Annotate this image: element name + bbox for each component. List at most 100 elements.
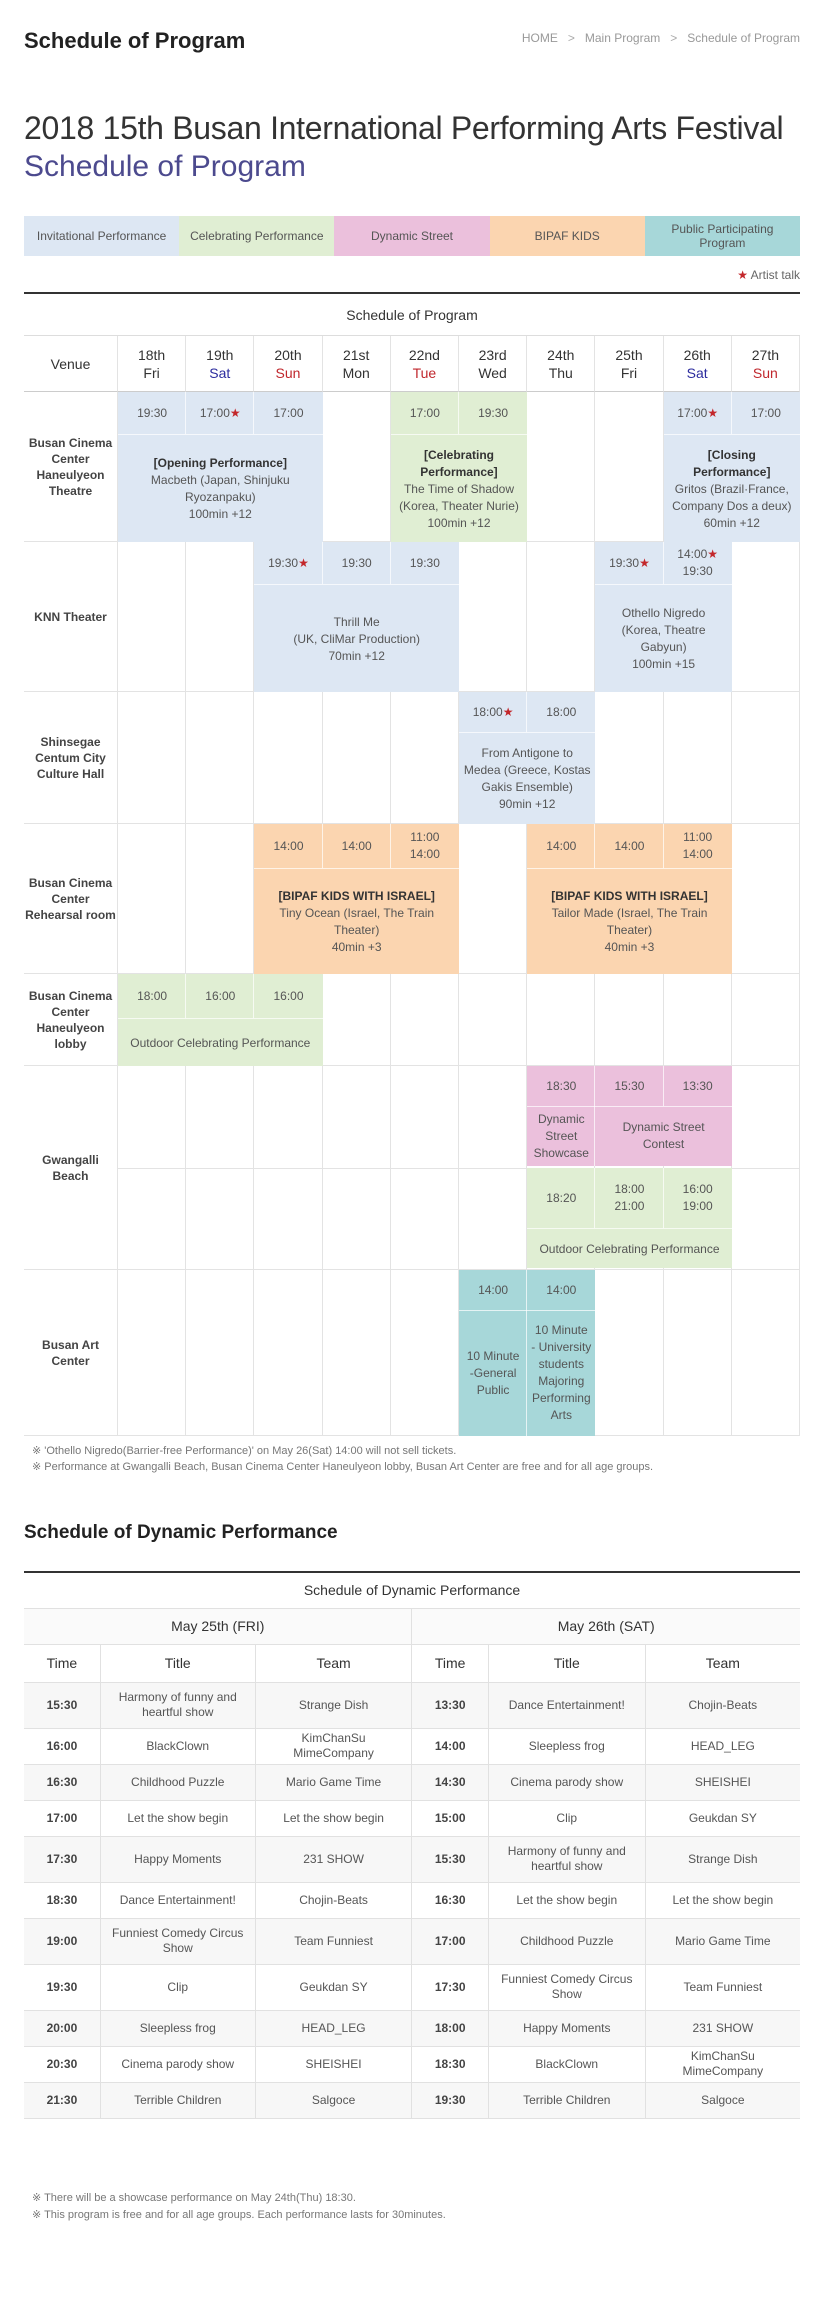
time-slot: 17:00	[254, 392, 322, 434]
legend-bipaf-kids: BIPAF KIDS	[489, 216, 645, 256]
time-cell: 19:30	[411, 2081, 489, 2119]
breadcrumb-home[interactable]: HOME	[521, 31, 558, 45]
day-date: 18th	[137, 346, 166, 363]
breadcrumb-main-program[interactable]: Main Program	[584, 31, 661, 45]
title-cell: Let the show begin	[487, 1881, 646, 1919]
legend-invitational: Invitational Performance	[24, 216, 180, 256]
time-slot: 14:00	[323, 824, 391, 868]
time-slot: 14:00★ 19:30	[664, 542, 732, 584]
time-cell: 18:00	[411, 2009, 489, 2047]
table-row: 16:30 Childhood Puzzle Mario Game Time 14:3…	[24, 1763, 800, 1801]
performance-detail: From Antigone to	[481, 746, 573, 760]
cell-divider	[594, 1066, 596, 1106]
dynamic-caption: Schedule of Dynamic Performance	[24, 1571, 800, 1609]
performance-detail: 100min +12	[427, 515, 491, 530]
cell-divider	[662, 1066, 664, 1106]
grid-cell	[186, 692, 255, 824]
legend-dynamic-street: Dynamic Street	[334, 216, 490, 256]
cell-divider	[253, 974, 255, 1018]
time-divider	[254, 868, 459, 869]
performance-detail: Tailor Made (Israel, The Train	[551, 906, 708, 920]
tiny-ocean-block: 14:00 14:00 11:00 14:00 [BIPAF KIDS WITH ISR…	[254, 824, 459, 974]
festival-title: 2018 15th Busan International Performing…	[24, 110, 784, 146]
time-text: 14:00★	[677, 546, 718, 563]
time-slot: 14:00	[254, 824, 322, 868]
note-line: ※ Performance at Gwangalli Beach, Busan …	[32, 1461, 654, 1473]
star-icon: ★	[502, 704, 514, 719]
performance-info: [BIPAF KIDS WITH ISRAEL] Tailor Made (Isr…	[531, 870, 728, 974]
team-cell: Strange Dish	[644, 1835, 800, 1883]
team-cell: Team Funniest	[254, 1917, 413, 1965]
grid-cell	[322, 392, 391, 542]
table-row: 21:30 Terrible Children Salgoce 19:30 Terrib…	[24, 2081, 800, 2119]
cell-divider	[457, 392, 459, 434]
dynamic-notes: ※ There will be a showcase performance o…	[32, 2190, 446, 2224]
venue-label: Busan Cinema Center Haneulyeon lobby	[24, 974, 118, 1066]
performance-detail: Outdoor Celebrating Performance	[130, 1035, 311, 1050]
cell-divider	[662, 542, 664, 584]
day-weekday: Thu	[548, 364, 573, 381]
legend-celebrating: Celebrating Performance	[179, 216, 335, 256]
schedule-caption: Schedule of Program	[24, 294, 800, 336]
table-row: 15:30 Harmony of funny and heartful show S…	[24, 1681, 800, 1729]
performance-heading: Performance]	[420, 464, 498, 479]
performance-detail: 10 Minute	[534, 1323, 588, 1337]
time-slot: 17:00★	[186, 392, 254, 434]
cell-divider	[662, 824, 664, 868]
breadcrumb-current[interactable]: Schedule of Program	[687, 31, 800, 45]
star-icon: ★	[298, 555, 309, 570]
title-cell: Sleepless frog	[99, 2009, 256, 2047]
time-text: 21:00	[614, 1199, 645, 1213]
day-header: 26th Sat	[663, 336, 732, 392]
time-cell: 15:00	[411, 1799, 489, 1837]
day-weekday: Sun	[752, 364, 778, 381]
team-cell: Strange Dish	[254, 1681, 413, 1729]
time-cell: 20:00	[24, 2009, 101, 2047]
performance-detail: Performing	[531, 1391, 591, 1405]
performance-detail: (Korea, Theater Nurie)	[399, 498, 519, 513]
time-text: 14:00	[341, 838, 372, 853]
title-cell: Cinema parody show	[487, 1763, 646, 1801]
time-text: 16:00	[273, 988, 304, 1003]
time-divider	[459, 732, 596, 733]
time-divider	[527, 868, 732, 869]
time-text: 19:30	[341, 555, 372, 570]
grid-cell	[663, 692, 732, 824]
time-text: 18:20	[546, 1190, 577, 1205]
time-divider	[527, 1228, 732, 1229]
artist-talk-label: Artist talk	[750, 268, 800, 282]
opening-performance-block: 19:30 17:00★ 17:00 [Opening Performance] Mac…	[118, 392, 323, 542]
title-cell: Happy Moments	[487, 2009, 646, 2047]
grid-cell	[595, 974, 664, 1066]
outdoor-celebrating-beach-block: 18:20 18:00 21:00 16:00 19:00 Outdoor Celebra…	[527, 1168, 732, 1268]
star-icon: ★	[707, 547, 719, 561]
day-date: 24th	[547, 346, 575, 363]
outdoor-celebrating-lobby-block: 18:00 16:00 16:00 Outdoor Celebrating Perfo…	[118, 974, 323, 1066]
venue-label: Shinsegae Centum City Culture Hall	[24, 692, 118, 824]
time-slot: 18:30	[527, 1066, 595, 1106]
day-weekday: Tue	[412, 364, 437, 381]
time-text: 14:00	[682, 847, 713, 861]
time-text: 17:00★	[200, 405, 241, 422]
time-value: 14:00	[677, 547, 708, 561]
time-slot: 18:20	[527, 1168, 595, 1228]
performance-detail: The Time of Shadow	[403, 481, 515, 496]
time-value: 18:00	[472, 704, 503, 719]
time-slot: 14:00	[527, 1270, 595, 1310]
day-header-may25: May 25th (FRI)	[24, 1607, 413, 1645]
day-date: 23rd	[478, 346, 507, 363]
col-header-team: Team	[254, 1643, 413, 1683]
time-value: 17:00	[677, 405, 708, 420]
day-date: 27th	[751, 346, 780, 363]
day-date: 21st	[342, 346, 370, 363]
cell-divider	[730, 392, 732, 434]
cell-divider	[321, 542, 323, 584]
day-header: 25th Fri	[595, 336, 664, 392]
time-cell: 21:30	[24, 2081, 101, 2119]
table-row: 19:00 Funniest Comedy Circus Show Team Fun…	[24, 1917, 800, 1965]
closing-performance-block: 17:00★ 17:00 [Closing Performance] Gritos (…	[663, 392, 800, 542]
star-icon: ★	[707, 405, 719, 420]
team-cell: Let the show begin	[254, 1799, 413, 1837]
title-cell: Funniest Comedy Circus Show	[99, 1917, 256, 1965]
cell-divider	[526, 692, 528, 732]
